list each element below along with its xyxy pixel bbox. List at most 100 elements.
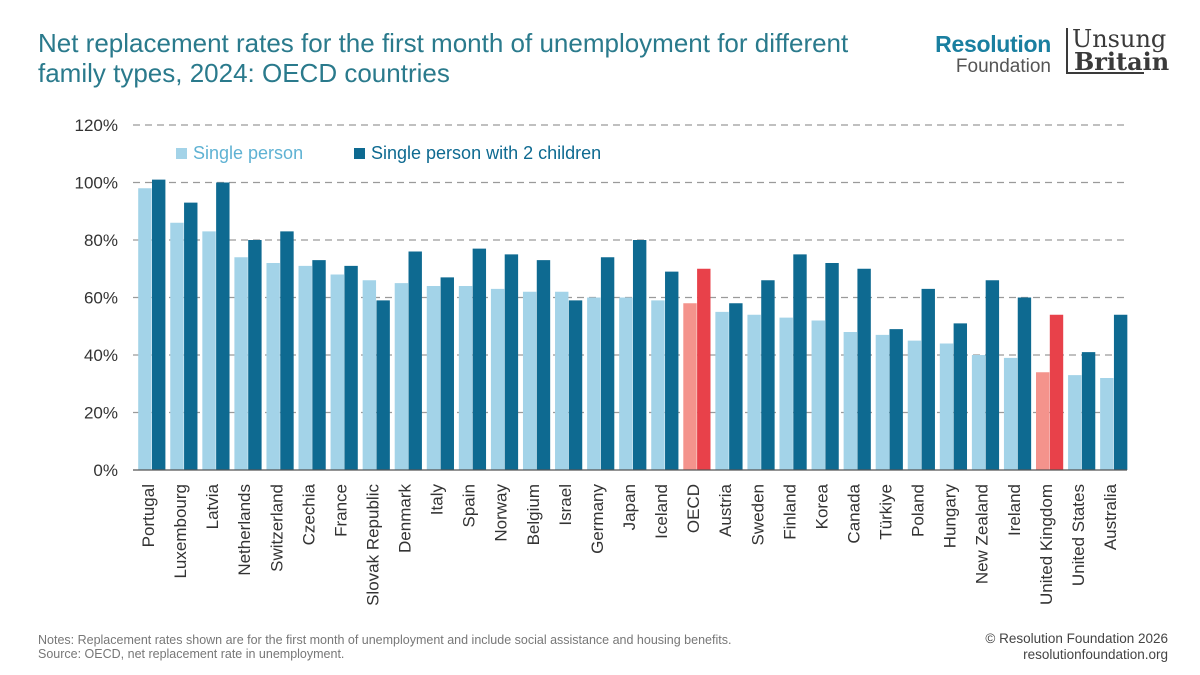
bar-single-person bbox=[458, 286, 473, 470]
bar-single-person bbox=[907, 340, 922, 470]
x-tick-label: United Kingdom bbox=[1037, 484, 1056, 605]
bar-single-person-with-2-children bbox=[280, 231, 294, 470]
bar-single-person-with-2-children bbox=[1081, 352, 1096, 470]
x-tick-label: Türkiye bbox=[877, 484, 896, 540]
bar-single-person-with-2-children bbox=[1049, 314, 1064, 470]
bar-single-person-with-2-children bbox=[793, 254, 807, 470]
bar-single-person bbox=[939, 343, 954, 470]
x-tick-label: Finland bbox=[780, 484, 799, 540]
bar-single-person bbox=[843, 332, 858, 470]
bar-single-person-with-2-children bbox=[889, 329, 903, 470]
x-tick-label: Ireland bbox=[1005, 484, 1024, 536]
bar-single-person bbox=[811, 320, 825, 470]
bar-single-person-with-2-children bbox=[1017, 297, 1032, 470]
bar-single-person bbox=[330, 274, 344, 470]
bar-single-person-with-2-children bbox=[857, 268, 871, 470]
bar-single-person bbox=[875, 334, 890, 470]
x-tick-label: Iceland bbox=[652, 484, 671, 539]
x-tick-label: New Zealand bbox=[973, 484, 992, 584]
y-tick-label: 0% bbox=[93, 461, 118, 480]
bar-single-person-with-2-children bbox=[344, 265, 358, 470]
bar-single-person bbox=[170, 222, 184, 470]
bar-single-person bbox=[394, 283, 409, 470]
legend-label-single-person: Single person bbox=[193, 143, 303, 163]
x-tick-label: Belgium bbox=[524, 484, 543, 545]
bar-single-person bbox=[555, 291, 569, 470]
x-tick-label: Italy bbox=[428, 484, 447, 516]
notes-text: Notes: Replacement rates shown are for t… bbox=[38, 633, 732, 647]
bar-single-person bbox=[298, 265, 312, 470]
bar-single-person-with-2-children bbox=[953, 323, 968, 470]
logo-rf-line2: Foundation bbox=[955, 56, 1051, 77]
bar-single-person-with-2-children bbox=[312, 260, 326, 470]
x-tick-label: Norway bbox=[492, 484, 511, 542]
chart-title: Net replacement rates for the first mont… bbox=[38, 28, 849, 88]
bar-single-person bbox=[138, 188, 152, 470]
copyright-text: © Resolution Foundation 2026 bbox=[985, 631, 1168, 646]
bar-single-person-with-2-children bbox=[697, 268, 711, 470]
bar-single-person bbox=[587, 297, 601, 470]
x-tick-label: Australia bbox=[1101, 483, 1120, 550]
bar-single-person-with-2-children bbox=[761, 280, 775, 470]
chart-notes: Notes: Replacement rates shown are for t… bbox=[38, 633, 731, 661]
x-tick-label: Korea bbox=[812, 483, 831, 529]
y-tick-label: 80% bbox=[84, 231, 118, 250]
bar-single-person-with-2-children bbox=[440, 277, 454, 470]
y-tick-label: 20% bbox=[84, 404, 118, 423]
bar-single-person bbox=[1068, 375, 1082, 470]
bar-single-person-with-2-children bbox=[825, 263, 839, 470]
bar-single-person bbox=[683, 303, 697, 470]
bar-single-person bbox=[779, 317, 793, 470]
copyright-block: © Resolution Foundation 2026 resolutionf… bbox=[985, 631, 1168, 663]
x-tick-label: France bbox=[331, 484, 350, 537]
bar-single-person-with-2-children bbox=[921, 288, 935, 470]
legend-swatch-single-person-with-2-children bbox=[354, 148, 365, 159]
bar-single-person-with-2-children bbox=[665, 271, 679, 470]
bar-single-person-with-2-children bbox=[248, 240, 262, 470]
x-tick-label: Czechia bbox=[299, 483, 318, 545]
bar-single-person-with-2-children bbox=[536, 260, 551, 470]
x-tick-label: Germany bbox=[588, 484, 607, 554]
bar-single-person-with-2-children bbox=[376, 300, 390, 470]
logo-ub-line2: Britain bbox=[1074, 47, 1170, 76]
y-tick-label: 60% bbox=[84, 289, 118, 308]
bar-single-person bbox=[426, 286, 441, 470]
logo-ub-horizontal-rule bbox=[1066, 72, 1144, 74]
x-tick-label: Hungary bbox=[941, 484, 960, 549]
x-tick-label: Portugal bbox=[139, 484, 158, 547]
bar-single-person bbox=[715, 311, 729, 470]
x-tick-label: Israel bbox=[556, 484, 575, 526]
source-text: Source: OECD, net replacement rate in un… bbox=[38, 647, 345, 661]
x-tick-label: Latvia bbox=[203, 483, 222, 529]
bar-single-person-with-2-children bbox=[632, 240, 647, 470]
bar-single-person-with-2-children bbox=[985, 280, 1000, 470]
bar-single-person bbox=[202, 231, 216, 470]
x-tick-label: Canada bbox=[844, 483, 863, 543]
x-tick-label: Japan bbox=[620, 484, 639, 530]
x-tick-label: United States bbox=[1069, 484, 1088, 586]
unsung-britain-logo: Unsung Britain bbox=[1066, 26, 1176, 76]
bar-single-person bbox=[266, 263, 280, 470]
bar-single-person-with-2-children bbox=[504, 254, 519, 470]
x-tick-label: Luxembourg bbox=[171, 484, 190, 579]
bar-single-person bbox=[619, 297, 633, 470]
x-tick-label: Spain bbox=[460, 484, 479, 527]
bar-single-person bbox=[1100, 378, 1114, 470]
legend-swatch-single-person bbox=[176, 148, 187, 159]
y-tick-label: 100% bbox=[75, 174, 118, 193]
bar-single-person-with-2-children bbox=[729, 303, 743, 470]
bar-single-person bbox=[362, 280, 377, 470]
x-tick-label: Sweden bbox=[748, 484, 767, 545]
website-link[interactable]: resolutionfoundation.org bbox=[1023, 647, 1168, 662]
bar-single-person-with-2-children bbox=[216, 182, 230, 470]
bar-single-person-with-2-children bbox=[568, 300, 583, 470]
resolution-foundation-logo: Resolution Foundation bbox=[928, 32, 1051, 78]
x-tick-label: Austria bbox=[716, 483, 735, 536]
x-tick-label: Denmark bbox=[396, 484, 415, 553]
logo-ub-vertical-rule bbox=[1066, 28, 1068, 74]
legend-label-single-person-with-2-children: Single person with 2 children bbox=[371, 143, 601, 163]
bar-single-person bbox=[651, 300, 665, 470]
bar-single-person bbox=[490, 288, 505, 470]
bar-single-person-with-2-children bbox=[152, 179, 166, 470]
